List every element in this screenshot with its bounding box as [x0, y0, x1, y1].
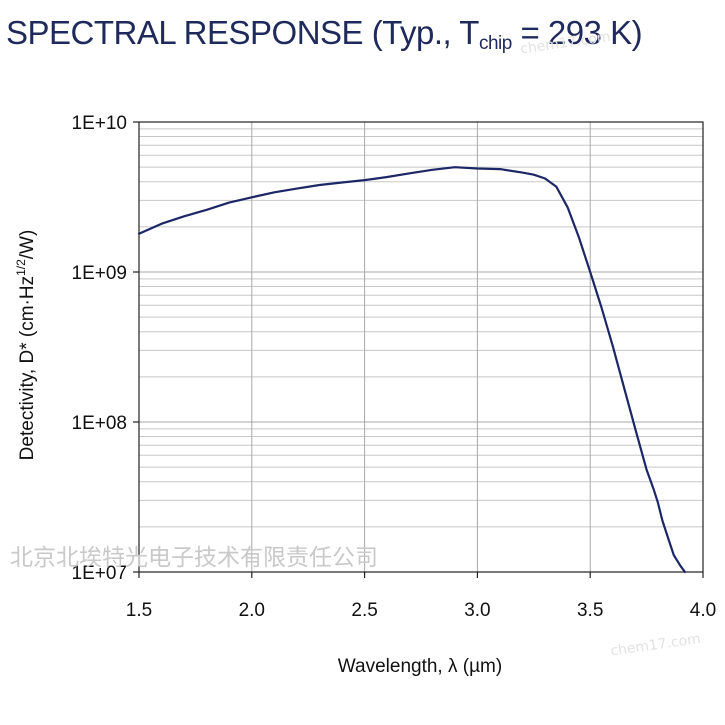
watermark-site-bottom: chem17.com	[609, 631, 701, 660]
chart-title-subscript: chip	[478, 33, 512, 54]
y-axis-label: Detectivity, D* (cm·Hz1/2/W)	[14, 230, 38, 461]
y-axis-ticks: 1E+07 1E+08 1E+09 1E+10	[72, 113, 139, 584]
x-axis-label: Wavelength, λ (µm)	[338, 656, 502, 677]
chart-title-main: SPECTRAL RESPONSE (Typ., T	[6, 14, 479, 51]
minor-gridlines	[139, 128, 703, 528]
chart-title: SPECTRAL RESPONSE (Typ., Tchip = 293 K)	[6, 14, 721, 55]
y-tick-label: 1E+10	[72, 113, 127, 134]
y-axis-label-sup: 1/2	[14, 259, 28, 276]
detectivity-curve	[137, 166, 687, 574]
x-tick-label: 2.0	[239, 600, 265, 621]
y-axis-label-end: /W)	[17, 230, 38, 260]
y-tick-label: 1E+09	[72, 263, 127, 284]
x-tick-label: 1.5	[126, 600, 152, 621]
major-gridlines	[138, 121, 704, 573]
x-tick-label: 2.5	[351, 600, 377, 621]
plot-area-frame	[138, 121, 704, 573]
y-tick-label: 1E+08	[72, 413, 127, 434]
x-tick-label: 3.0	[464, 600, 490, 621]
chart-title-suffix: = 293 K)	[511, 14, 643, 51]
watermark-company: 北京北埃特光电子技术有限责任公司	[10, 545, 378, 571]
watermark-site-top: chem17.com	[519, 29, 611, 58]
y-tick-label: 1E+07	[72, 563, 127, 584]
x-axis-ticks: 1.5 2.0 2.5 3.0 3.5 4.0	[126, 572, 716, 621]
x-tick-label: 3.5	[577, 600, 603, 621]
y-axis-label-main: Detectivity, D* (cm·Hz	[17, 276, 38, 460]
x-tick-label: 4.0	[690, 600, 716, 621]
